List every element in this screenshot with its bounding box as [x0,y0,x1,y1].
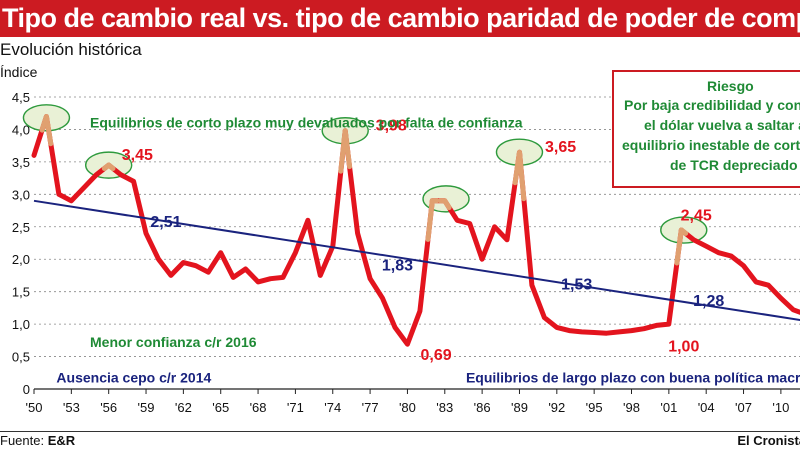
trend-value-label: 1,53 [561,277,592,294]
x-tick-label: '07 [735,400,752,415]
ppp-trend-line [33,199,800,321]
risk-annotation-box: Riesgo Por baja credibilidad y con el dó… [612,70,800,188]
chart-annotation: Equilibrios de largo plazo con buena pol… [466,370,800,386]
x-tick-label: '86 [474,400,491,415]
x-tick-label: '83 [436,400,453,415]
x-tick-label: '10 [772,400,789,415]
peak-value-label: 3,45 [122,147,153,164]
x-tick-label: '77 [362,400,379,415]
y-tick-label: 1,5 [12,285,30,300]
source-note: Fuente: E&R [0,433,75,448]
y-tick-label: 0 [23,382,30,397]
y-tick-label: 0,5 [12,350,30,365]
y-tick-labels: 0 0,5 1,0 1,5 2,0 2,5 3,0 3,5 4,0 4,5 [12,90,30,397]
peak-value-label: 0,69 [421,347,452,364]
x-tick-label: '56 [100,400,117,415]
y-tick-label: 3,5 [12,155,30,170]
peak-value-label: 3,65 [545,139,576,156]
risk-line-3: equilibrio inestable de corto [622,137,800,153]
peak-highlight [425,198,440,242]
x-tick-label: '50 [26,400,43,415]
peak-value-label: 1,00 [668,338,699,355]
risk-title: Riesgo [707,78,754,94]
y-tick-label: 2,5 [12,220,30,235]
source-name: E&R [47,433,76,448]
y-tick-label: 3,0 [12,187,30,202]
peak-highlight [338,128,353,174]
x-tick-label: '01 [660,400,677,415]
x-tick-label: '62 [175,400,192,415]
chart-subtitle: Evolución histórica [0,40,142,59]
grid-layer [33,96,800,394]
publication-credit: El Cronista [737,433,800,448]
y-tick-label: 2,0 [12,252,30,267]
x-tick-label: '68 [250,400,267,415]
y-axis-label: Índice [0,64,38,80]
y-tick-label: 4,5 [12,90,30,105]
x-tick-label: '53 [63,400,80,415]
peak-highlight [437,198,452,211]
chart-annotation: Ausencia cepo c/r 2014 [56,370,211,386]
annotations: Equilibrios de corto plazo muy devaluado… [56,114,800,385]
series-layer [31,114,800,347]
title-bar: Tipo de cambio real vs. tipo de cambio p… [0,0,800,37]
source-prefix: Fuente: [0,433,48,448]
risk-line-1: Por baja credibilidad y con [624,97,800,113]
x-tick-labels: '50 '53 '56 '59 '62 '65 '68 '71 '74 '77 '80 '83 '86 '… [26,400,790,415]
trend-value-label: 1,83 [382,257,413,274]
y-tick-label: 1,0 [12,317,30,332]
trend-value-label: 2,51 [150,214,181,231]
chart-title: Tipo de cambio real vs. tipo de cambio p… [2,3,800,33]
y-tick-label: 4,0 [12,122,30,137]
x-tick-label: '04 [698,400,715,415]
x-tick-label: '59 [138,400,155,415]
footer-divider [0,431,800,432]
risk-line-2: el dólar vuelva a saltar a [644,117,800,133]
x-tick-label: '74 [324,400,341,415]
x-tick-label: '98 [623,400,640,415]
risk-line-4: de TCR depreciado [670,157,798,173]
chart-annotation: Menor confianza c/r 2016 [90,334,257,350]
peak-highlight [512,149,527,202]
peak-value-label: 3,98 [376,118,407,135]
x-tick-label: '92 [548,400,565,415]
chart-annotation: Equilibrios de corto plazo muy devaluado… [90,114,523,130]
x-tick-label: '71 [287,400,304,415]
x-tick-label: '95 [586,400,603,415]
peak-highlight [101,162,116,171]
x-tick-label: '89 [511,400,528,415]
x-tick-label: '65 [212,400,229,415]
peak-value-label: 2,45 [681,207,712,224]
trend-value-label: 1,28 [693,293,724,310]
data-labels: 3,45 3,98 0,69 3,65 2,45 1,00 2,51 1,83 1,53 1,28 [122,118,725,364]
peak-highlight [674,227,689,266]
peak-highlight [39,114,54,147]
x-tick-label: '80 [399,400,416,415]
